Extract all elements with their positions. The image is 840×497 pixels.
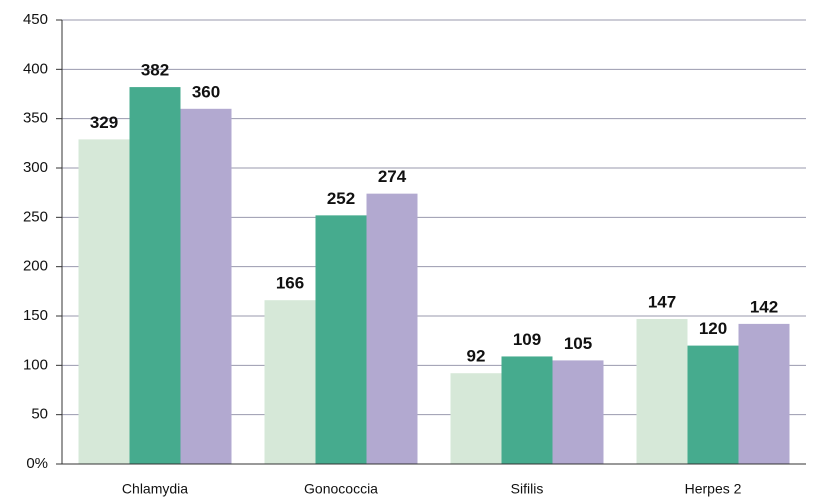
data-label: 252 bbox=[327, 189, 355, 208]
y-tick-label: 300 bbox=[23, 159, 48, 176]
y-tick-label: 100 bbox=[23, 356, 48, 373]
y-tick-label: 350 bbox=[23, 110, 48, 127]
data-label: 274 bbox=[378, 167, 407, 186]
data-label: 360 bbox=[192, 82, 220, 101]
x-tick-label: Chlamydia bbox=[122, 481, 188, 497]
bar bbox=[450, 373, 502, 464]
y-tick-label: 0% bbox=[26, 455, 48, 472]
bar bbox=[636, 318, 688, 464]
bar bbox=[687, 345, 739, 464]
data-label: 329 bbox=[90, 113, 118, 132]
data-label: 109 bbox=[513, 330, 541, 349]
y-tick-label: 200 bbox=[23, 258, 48, 275]
bar bbox=[738, 323, 790, 464]
bar bbox=[264, 300, 316, 464]
data-label: 382 bbox=[141, 61, 169, 80]
bar bbox=[552, 360, 604, 464]
bar bbox=[180, 108, 232, 465]
data-label: 92 bbox=[467, 347, 486, 366]
y-tick-label: 50 bbox=[31, 406, 48, 423]
y-tick-label: 250 bbox=[23, 208, 48, 225]
data-label: 105 bbox=[564, 334, 592, 353]
bar bbox=[501, 356, 553, 464]
y-tick-label: 400 bbox=[23, 60, 48, 77]
bar bbox=[315, 215, 367, 464]
y-tick-label: 150 bbox=[23, 307, 48, 324]
x-tick-label: Sifilis bbox=[511, 481, 544, 497]
data-label: 166 bbox=[276, 274, 304, 293]
data-label: 120 bbox=[699, 319, 727, 338]
data-label: 147 bbox=[648, 292, 676, 311]
bar bbox=[366, 193, 418, 465]
x-tick-label: Gonococcia bbox=[304, 481, 378, 497]
bar bbox=[78, 139, 130, 465]
data-label: 142 bbox=[750, 297, 778, 316]
x-tick-label: Herpes 2 bbox=[685, 481, 742, 497]
y-tick-label: 450 bbox=[23, 11, 48, 28]
bar bbox=[129, 87, 181, 465]
